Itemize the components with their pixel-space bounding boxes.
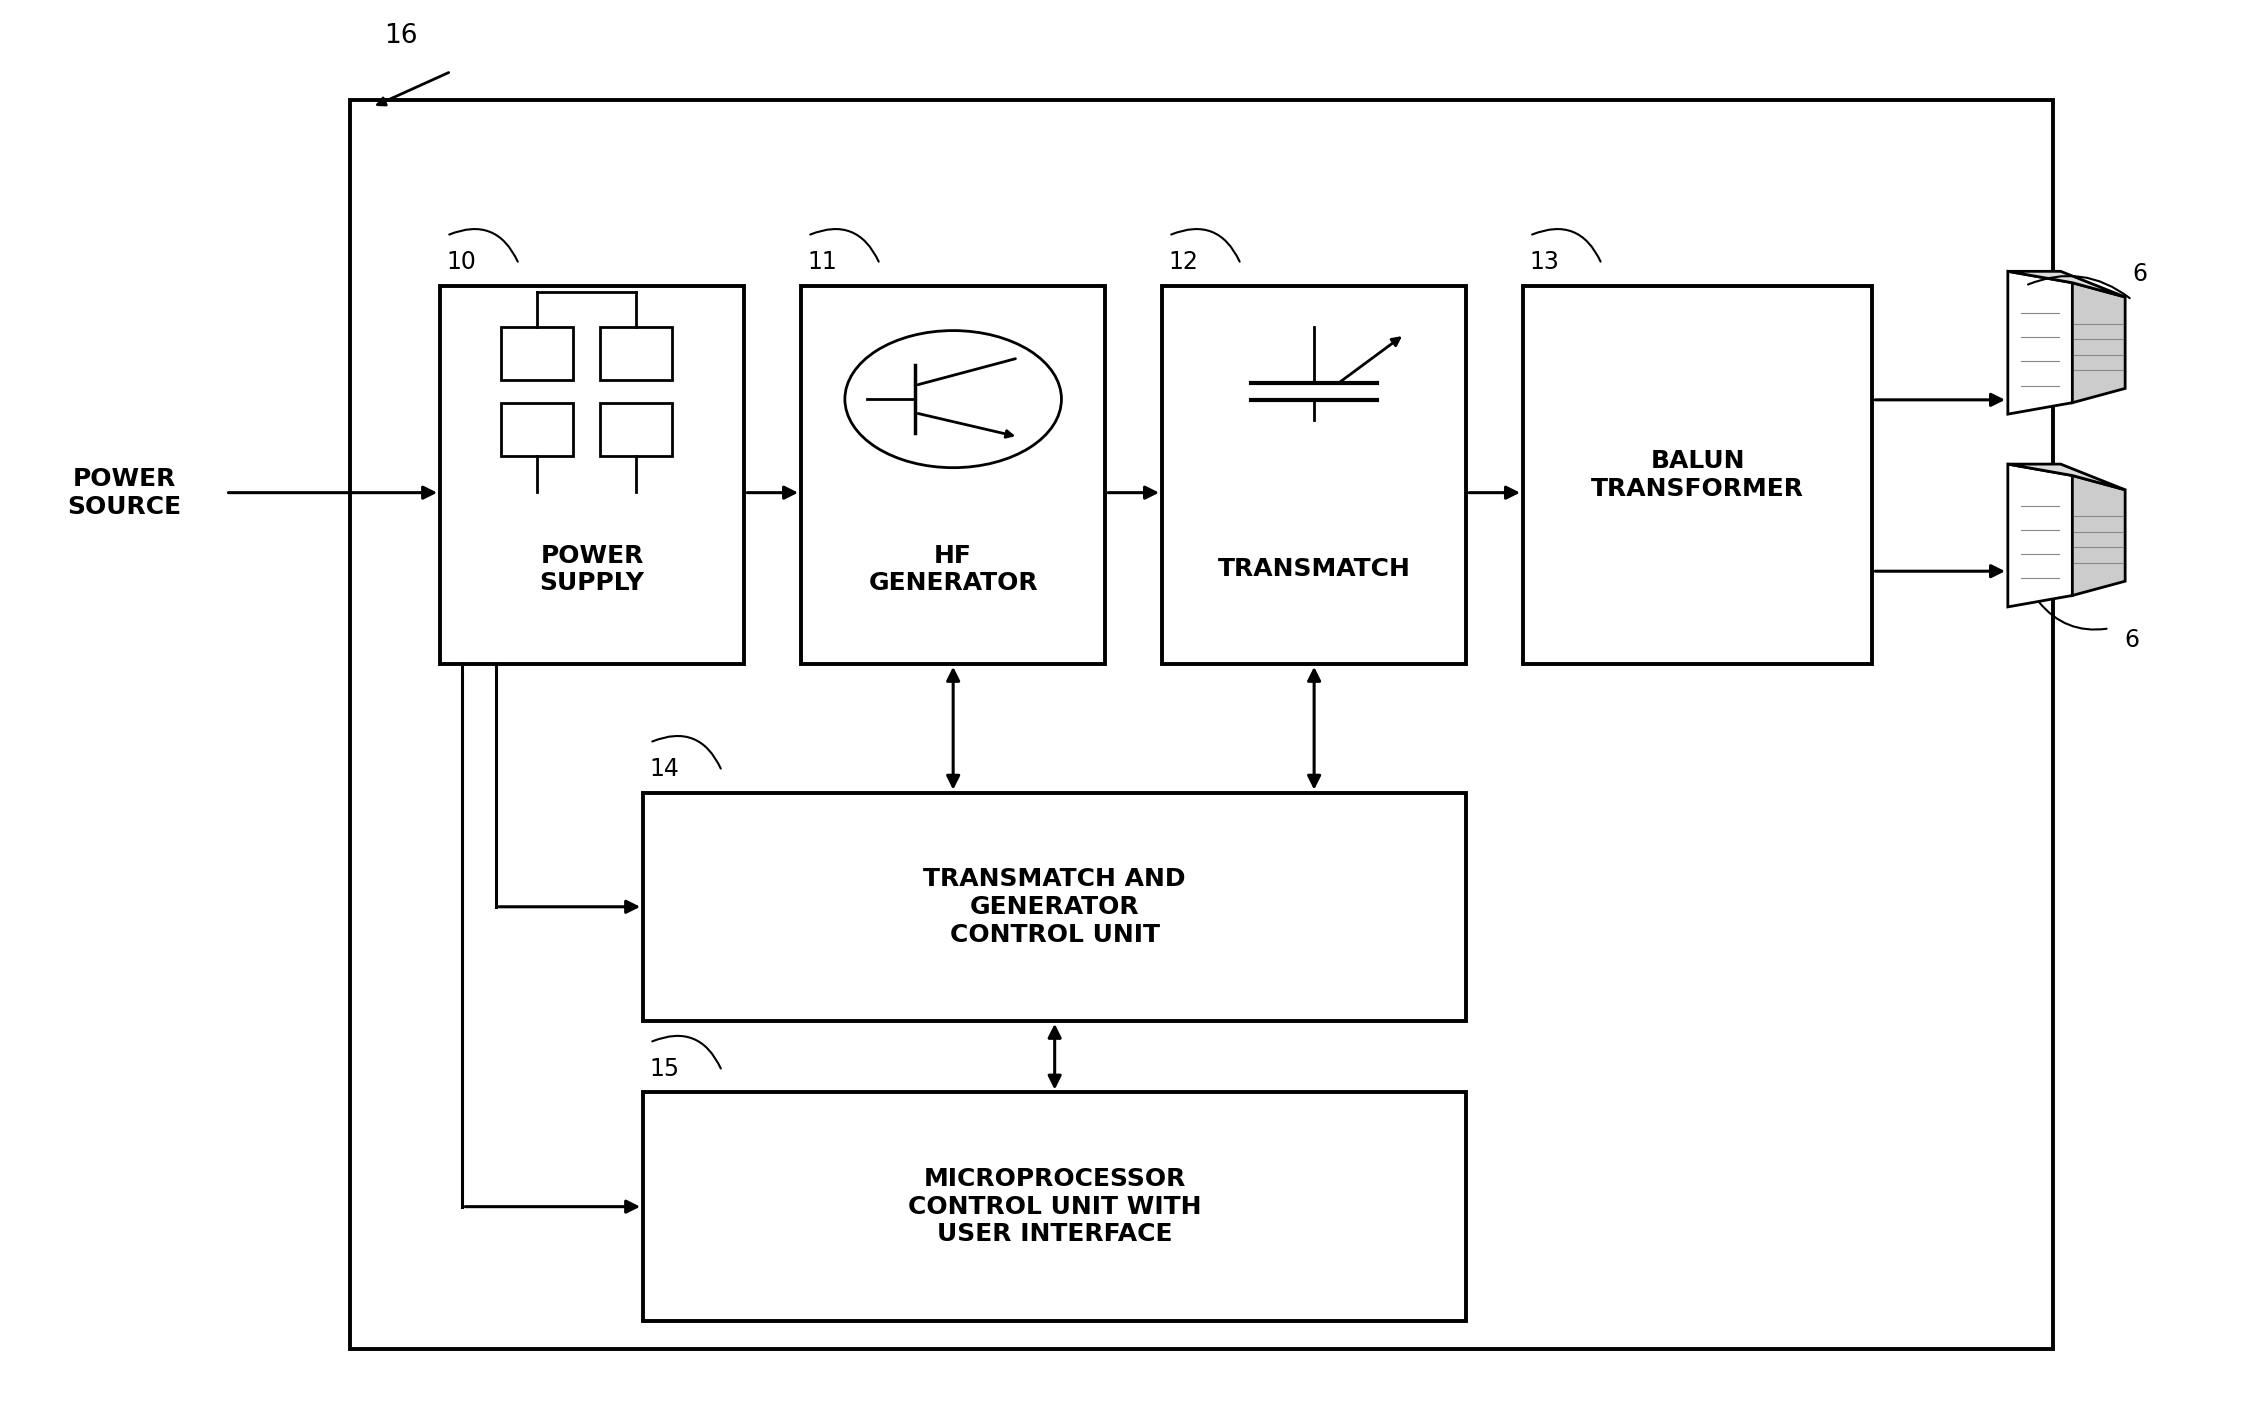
FancyBboxPatch shape (501, 403, 573, 456)
FancyBboxPatch shape (1523, 286, 1872, 664)
FancyBboxPatch shape (643, 793, 1466, 1021)
Text: TRANSMATCH: TRANSMATCH (1218, 557, 1410, 581)
Text: 12: 12 (1169, 250, 1198, 274)
FancyBboxPatch shape (600, 327, 672, 380)
Polygon shape (2008, 271, 2125, 297)
Text: 10: 10 (447, 250, 476, 274)
FancyBboxPatch shape (501, 327, 573, 380)
Polygon shape (2073, 476, 2125, 595)
Text: 15: 15 (650, 1057, 679, 1081)
Polygon shape (2008, 464, 2125, 490)
Text: 16: 16 (384, 23, 417, 49)
Text: POWER
SUPPLY: POWER SUPPLY (539, 544, 645, 595)
Text: MICROPROCESSOR
CONTROL UNIT WITH
USER INTERFACE: MICROPROCESSOR CONTROL UNIT WITH USER IN… (907, 1167, 1202, 1247)
Polygon shape (2008, 464, 2073, 607)
Text: 6: 6 (2132, 261, 2148, 286)
Text: TRANSMATCH AND
GENERATOR
CONTROL UNIT: TRANSMATCH AND GENERATOR CONTROL UNIT (923, 867, 1187, 947)
Text: 6: 6 (2125, 628, 2139, 653)
FancyBboxPatch shape (350, 100, 2053, 1349)
FancyBboxPatch shape (440, 286, 744, 664)
Text: POWER
SOURCE: POWER SOURCE (68, 467, 180, 518)
Text: 14: 14 (650, 757, 679, 781)
Text: HF
GENERATOR: HF GENERATOR (869, 544, 1038, 595)
Polygon shape (2073, 283, 2125, 403)
Text: 13: 13 (1530, 250, 1559, 274)
Polygon shape (2008, 271, 2073, 414)
FancyBboxPatch shape (1162, 286, 1466, 664)
Text: BALUN
TRANSFORMER: BALUN TRANSFORMER (1590, 448, 1805, 501)
Text: 11: 11 (808, 250, 837, 274)
FancyBboxPatch shape (600, 403, 672, 456)
FancyBboxPatch shape (643, 1092, 1466, 1321)
FancyBboxPatch shape (801, 286, 1105, 664)
